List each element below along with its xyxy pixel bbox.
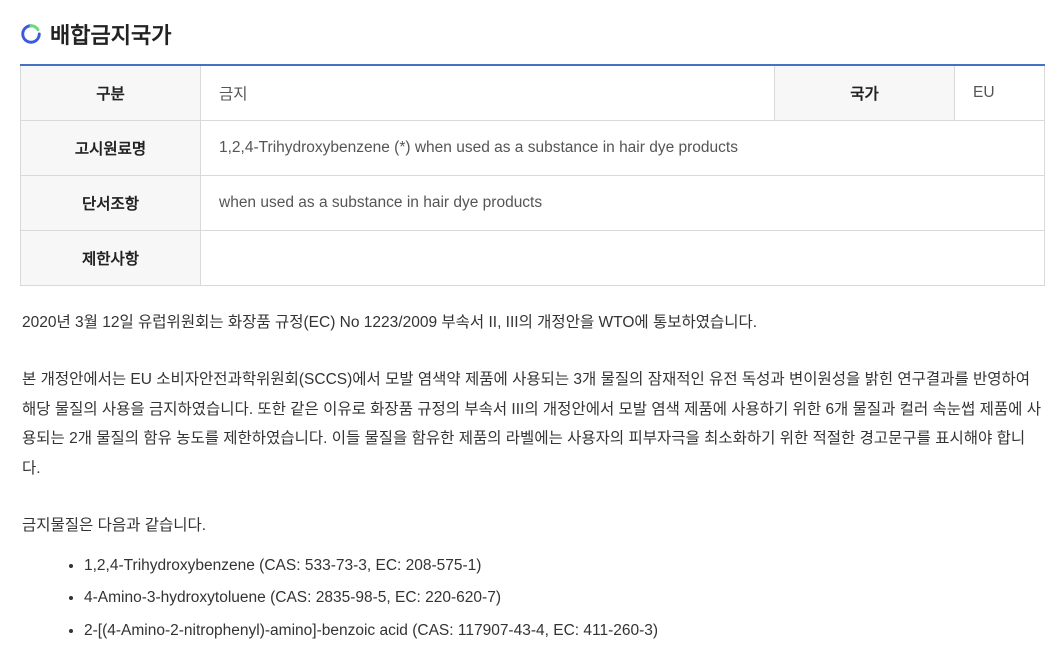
table-row: 단서조항 when used as a substance in hair dy…	[21, 176, 1045, 231]
list-item: 1,2,4-Trihydroxybenzene (CAS: 533-73-3, …	[84, 551, 1043, 580]
list-item: 4-Amino-3-hydroxytoluene (CAS: 2835-98-5…	[84, 583, 1043, 612]
cell-value-ingredient: 1,2,4-Trihydroxybenzene (*) when used as…	[201, 121, 1045, 176]
info-table: 구분 금지 국가 EU 고시원료명 1,2,4-Trihydroxybenzen…	[20, 64, 1045, 286]
description-block: 2020년 3월 12일 유럽위원회는 화장품 규정(EC) No 1223/2…	[20, 308, 1045, 645]
cell-value-category: 금지	[201, 65, 775, 121]
cell-label-category: 구분	[21, 65, 201, 121]
table-row: 구분 금지 국가 EU	[21, 65, 1045, 121]
substance-list: 1,2,4-Trihydroxybenzene (CAS: 533-73-3, …	[22, 551, 1043, 645]
cell-label-proviso: 단서조항	[21, 176, 201, 231]
table-row: 제한사항	[21, 231, 1045, 286]
section-title: 배합금지국가	[50, 18, 171, 50]
cell-value-proviso: when used as a substance in hair dye pro…	[201, 176, 1045, 231]
refresh-icon	[20, 23, 42, 45]
section-heading: 배합금지국가	[20, 18, 1045, 50]
description-paragraph: 본 개정안에서는 EU 소비자안전과학위원회(SCCS)에서 모발 염색약 제품…	[22, 365, 1043, 483]
description-paragraph: 금지물질은 다음과 같습니다.	[22, 511, 1043, 540]
cell-label-restriction: 제한사항	[21, 231, 201, 286]
cell-value-restriction	[201, 231, 1045, 286]
cell-label-country: 국가	[775, 65, 955, 121]
cell-label-ingredient: 고시원료명	[21, 121, 201, 176]
table-row: 고시원료명 1,2,4-Trihydroxybenzene (*) when u…	[21, 121, 1045, 176]
cell-value-country: EU	[955, 65, 1045, 121]
description-paragraph: 2020년 3월 12일 유럽위원회는 화장품 규정(EC) No 1223/2…	[22, 308, 1043, 337]
